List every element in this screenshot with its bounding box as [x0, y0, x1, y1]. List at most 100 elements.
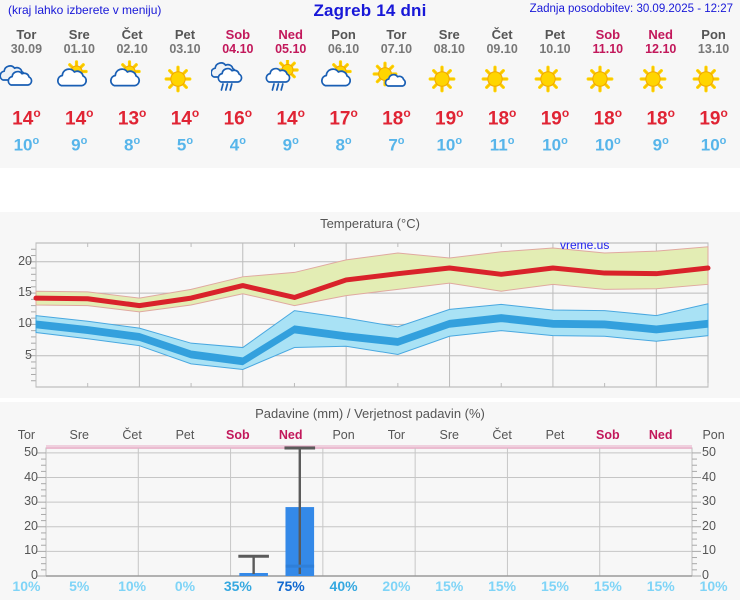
temp-min: 10o	[423, 131, 476, 156]
temp-max: 19o	[423, 102, 476, 130]
temp-min-value: 10	[436, 135, 456, 155]
precip-day-label: Čet	[492, 428, 512, 442]
day-date: 02.10	[116, 42, 148, 56]
weather-icon-partly-sunny	[317, 60, 370, 98]
day-name: Tor	[386, 27, 407, 42]
day-date: 01.10	[63, 42, 95, 56]
forecast-day-column[interactable]: Čet 09.10 18o 11o	[476, 22, 529, 156]
degree-symbol: o	[191, 106, 200, 120]
last-update-label: Zadnja posodobitev: 30.09.2025 - 12:27	[529, 3, 733, 15]
precip-y-tick-label-left: 10	[24, 543, 38, 558]
degree-symbol: o	[239, 135, 246, 148]
day-date: 30.09	[10, 42, 43, 56]
temperature-y-tick-label: 20	[18, 253, 32, 268]
top-bar: (kraj lahko izberete v meniju) Zagreb 14…	[0, 0, 740, 22]
temp-max-value: 18	[487, 108, 510, 130]
temp-max: 14o	[159, 102, 212, 130]
temp-min: 9o	[264, 131, 317, 156]
degree-symbol: o	[719, 135, 727, 148]
temp-min: 10o	[687, 131, 740, 156]
forecast-day-column[interactable]: Ned 05.10 14o 9o	[264, 22, 317, 156]
forecast-day-column[interactable]: Tor 07.10 18o 7o	[370, 22, 423, 156]
temp-min-value: 10	[542, 135, 562, 155]
precip-day-label: Sob	[596, 428, 620, 442]
precipitation-probability: 15%	[435, 578, 464, 594]
degree-symbol: o	[186, 135, 194, 148]
precip-y-tick-label-right: 10	[702, 543, 716, 558]
degree-symbol: o	[350, 106, 358, 120]
temp-max: 19o	[529, 102, 582, 130]
degree-symbol: o	[297, 106, 305, 120]
temp-min: 9o	[53, 131, 106, 156]
precip-day-label: Sre	[439, 428, 459, 442]
temp-min: 8o	[317, 131, 370, 156]
forecast-day-column[interactable]: Pon 06.10 17o 8o	[317, 22, 370, 156]
forecast-day-column[interactable]: Čet 02.10 13o 8o	[106, 22, 159, 156]
temp-max: 18o	[581, 102, 634, 130]
precipitation-probability: 15%	[646, 578, 675, 594]
degree-symbol: o	[139, 106, 147, 120]
day-name: Čet	[121, 27, 143, 42]
precip-day-label: Sre	[69, 428, 89, 442]
precip-y-tick-label-left: 20	[24, 518, 38, 533]
day-date: 13.10	[697, 42, 730, 56]
precipitation-probability: 75%	[276, 578, 305, 594]
day-name: Sre	[68, 27, 90, 42]
weather-icon-sun-rain	[264, 60, 317, 98]
precipitation-probability: 10%	[118, 578, 147, 594]
weather-icon-sunny	[634, 60, 687, 98]
temp-min-value: 9	[282, 135, 293, 155]
forecast-day-column[interactable]: Sob 04.10 16o 4o	[211, 22, 264, 156]
forecast-day-column[interactable]: Pon 13.10 19o 10o	[687, 22, 740, 156]
forecast-day-column[interactable]: Tor 30.09 14o 10o	[0, 22, 53, 156]
precip-day-label: Pet	[175, 428, 195, 442]
temp-max: 18o	[370, 102, 423, 130]
day-name: Sob	[225, 27, 251, 42]
day-name: Sob	[595, 27, 621, 42]
degree-symbol: o	[561, 135, 568, 148]
forecast-day-column[interactable]: Sob 11.10 18o 10o	[581, 22, 634, 156]
precip-y-tick-label-left: 0	[31, 568, 38, 582]
weather-icon-rain	[211, 60, 264, 98]
precip-day-label: Ned	[278, 428, 303, 442]
temp-max: 18o	[634, 102, 687, 130]
temperature-chart-title: Temperatura (°C)	[320, 216, 420, 231]
location-hint: (kraj lahko izberete v meniju)	[8, 3, 162, 17]
temp-max-value: 19	[540, 108, 562, 130]
temp-max-value: 14	[276, 108, 298, 130]
precipitation-probability: 35%	[223, 578, 252, 594]
degree-symbol: o	[33, 106, 41, 120]
precipitation-probability: 10%	[699, 578, 728, 594]
day-date: 03.10	[169, 42, 201, 56]
temp-min-value: 10	[595, 135, 614, 155]
temp-max-value: 14	[12, 108, 34, 130]
temp-max: 16o	[211, 102, 264, 130]
precip-y-tick-label-right: 40	[702, 469, 716, 484]
forecast-day-column[interactable]: Sre 01.10 14o 9o	[53, 22, 106, 156]
temperature-chart: Temperatura (°C) 5 10 15 20	[0, 212, 740, 398]
temp-max-value: 18	[593, 108, 615, 130]
weather-icon-sun-cloud	[370, 60, 423, 98]
temp-min-value: 9	[71, 135, 81, 155]
temp-min: 5o	[159, 131, 212, 156]
degree-symbol: o	[507, 135, 515, 148]
precip-y-tick-label-left: 40	[24, 469, 38, 484]
degree-symbol: o	[455, 135, 463, 148]
degree-symbol: o	[80, 135, 88, 148]
degree-symbol: o	[667, 106, 675, 120]
temp-min-value: 10	[700, 135, 720, 155]
forecast-day-column[interactable]: Pet 10.10 19o 10o	[529, 22, 582, 156]
precip-day-label: Tor	[387, 428, 406, 442]
degree-symbol: o	[662, 135, 669, 148]
precipitation-probability: 40%	[329, 578, 358, 594]
weather-icon-cloudy	[0, 60, 53, 98]
day-date: 08.10	[433, 42, 465, 56]
forecast-day-column[interactable]: Sre 08.10 19o 10o	[423, 22, 476, 156]
precip-y-tick-label-left: 50	[24, 444, 38, 459]
precipitation-probability: 0%	[174, 578, 196, 594]
weather-icon-sunny	[476, 60, 529, 98]
forecast-day-column[interactable]: Pet 03.10 14o 5o	[159, 22, 212, 156]
temp-max-value: 14	[65, 108, 87, 130]
degree-symbol: o	[86, 106, 94, 120]
forecast-day-column[interactable]: Ned 12.10 18o 9o	[634, 22, 687, 156]
